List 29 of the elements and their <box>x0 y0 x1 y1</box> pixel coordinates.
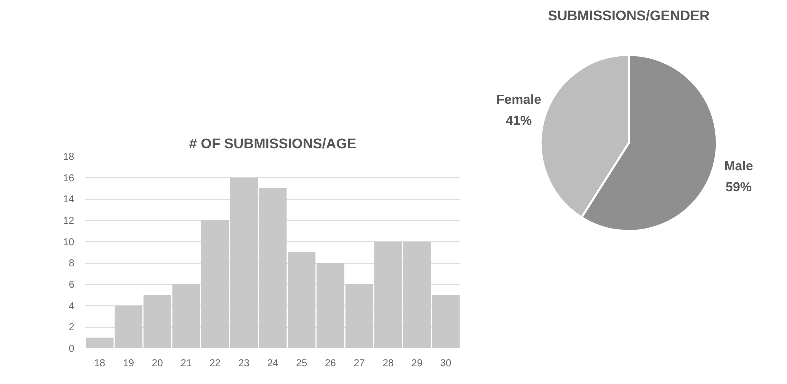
x-tick-label: 20 <box>152 358 164 370</box>
chart-title: SUBMISSIONS/GENDER <box>548 8 710 24</box>
x-tick-label: 25 <box>296 358 308 370</box>
x-tick-label: 30 <box>440 358 452 370</box>
y-tick-label: 14 <box>63 194 75 206</box>
y-tick-label: 2 <box>68 322 75 334</box>
x-tick-label: 22 <box>210 358 222 370</box>
slice-label: Male <box>724 158 754 174</box>
x-tick-label: 23 <box>238 358 250 370</box>
data-label: 41% <box>506 112 533 128</box>
x-tick-label: 18 <box>94 358 106 370</box>
x-tick-label: 24 <box>267 358 279 370</box>
x-tick-label: 26 <box>325 358 337 370</box>
x-tick-label: 21 <box>180 358 192 370</box>
y-tick-label: 10 <box>63 237 75 248</box>
chart-title: # OF SUBMISSIONS/AGE <box>189 136 357 152</box>
y-tick-label: 16 <box>63 173 75 184</box>
x-tick-label: 29 <box>412 358 424 370</box>
x-tick-label: 28 <box>382 358 394 370</box>
y-tick-label: 18 <box>63 152 75 163</box>
y-tick-label: 0 <box>68 344 75 355</box>
x-tick-label: 27 <box>354 358 366 370</box>
y-tick-label: 6 <box>68 280 75 291</box>
x-tick-label: 19 <box>123 358 135 370</box>
data-label: 59% <box>726 179 752 194</box>
y-tick-label: 4 <box>68 301 75 312</box>
y-tick-label: 8 <box>68 258 75 270</box>
y-tick-label: 12 <box>63 216 75 227</box>
slice-label: Female <box>496 92 542 107</box>
